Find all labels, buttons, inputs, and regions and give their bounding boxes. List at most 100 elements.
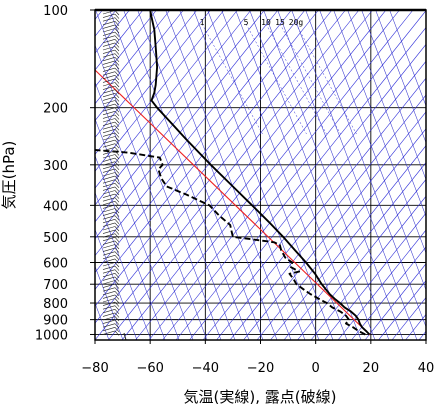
wind-barb — [102, 208, 116, 213]
wind-barb-feather — [114, 143, 120, 149]
dry-adiabat-line — [235, 10, 362, 340]
dry-adiabat-line — [319, 10, 426, 291]
wind-barb-feather — [114, 75, 120, 80]
dry-adiabat-line — [207, 10, 334, 340]
wind-barb — [102, 53, 116, 58]
wind-barb — [102, 143, 116, 148]
skewed-isotherm-line — [364, 263, 426, 340]
wind-barb-feather — [114, 132, 120, 138]
wind-barb-feather — [114, 247, 120, 253]
y-tick-label: 900 — [43, 314, 68, 329]
wind-barb — [102, 294, 116, 299]
dry-adiabat-line — [277, 10, 404, 340]
wind-barb — [102, 276, 116, 281]
wind-barb — [102, 114, 116, 119]
y-tick-label: 600 — [43, 256, 68, 271]
wind-barb-feather — [114, 28, 120, 34]
skewed-isotherm-line — [95, 10, 306, 273]
wind-barb — [102, 327, 116, 332]
wind-barb-feather — [114, 323, 120, 329]
wind-barb — [102, 237, 116, 242]
wind-barb — [102, 147, 116, 152]
wind-barbs — [102, 10, 127, 341]
wind-barb — [102, 193, 116, 198]
reference-line — [95, 69, 371, 336]
wind-barb — [102, 323, 116, 328]
wind-barb — [102, 183, 116, 188]
dry-adiabat-line — [333, 10, 426, 254]
mixing-ratio-label: 20g — [289, 18, 304, 27]
wind-barb-feather — [114, 136, 120, 142]
dry-adiabat-line — [95, 10, 222, 340]
skewed-isotherm-line — [95, 10, 198, 138]
wind-barb — [102, 96, 116, 101]
wind-barb-feather — [114, 229, 120, 235]
wind-barb-feather — [114, 172, 120, 178]
wind-barb — [102, 28, 116, 33]
wind-barb — [102, 251, 116, 256]
wind-barb-feather — [114, 301, 120, 307]
wind-barb-feather — [114, 107, 120, 113]
wind-barb-feather — [114, 17, 120, 23]
wind-barb — [102, 305, 116, 310]
wind-barb-feather — [114, 49, 120, 55]
wind-barb — [102, 67, 116, 72]
mixing-ratio-line — [245, 23, 307, 135]
x-tick-label: 0 — [312, 361, 320, 376]
skewed-isotherm-line — [95, 10, 211, 155]
skewed-isotherm-line — [378, 280, 426, 340]
grid-lines — [94, 9, 427, 340]
wind-barb — [102, 121, 116, 126]
skewed-isotherm-line — [297, 178, 426, 340]
wind-barb-feather — [114, 93, 120, 98]
wind-barb — [102, 139, 116, 144]
wind-barb-feather — [114, 309, 120, 314]
wind-barb-feather — [114, 240, 120, 246]
mixing-ratio-label: 10 — [261, 18, 271, 27]
wind-barb-feather — [114, 64, 120, 70]
wind-barb — [102, 240, 116, 245]
wind-barb-feather — [114, 111, 120, 116]
dry-adiabat-line — [347, 10, 426, 218]
wind-barb — [102, 42, 116, 47]
dry-adiabat-line — [123, 10, 250, 340]
wind-barb — [102, 60, 116, 65]
wind-barb — [102, 298, 116, 303]
wind-barb-feather — [114, 154, 120, 160]
wind-barb-feather — [114, 165, 120, 170]
skewed-isotherm-line — [95, 10, 265, 223]
wind-barb — [102, 312, 116, 317]
wind-barb-feather — [114, 60, 120, 66]
wind-barb — [102, 201, 116, 206]
wind-barb-feather — [114, 294, 120, 300]
wind-barb — [102, 186, 116, 191]
wind-barb-feather — [114, 233, 120, 239]
wind-barb — [102, 291, 116, 296]
wind-barb-feather — [114, 121, 120, 127]
wind-barb — [102, 93, 116, 98]
wind-barb — [102, 13, 116, 18]
wind-barb — [102, 222, 116, 227]
mixing-ratio-lines — [201, 23, 357, 135]
dry-adiabat-line — [95, 265, 124, 340]
skewed-isotherm-line — [95, 10, 225, 172]
skewed-isotherm-line — [202, 60, 426, 340]
wind-barb — [102, 103, 116, 108]
x-tick-label: 20 — [363, 361, 380, 376]
skewed-isotherm-line — [270, 145, 426, 340]
skewed-isotherm-line — [351, 246, 426, 340]
wind-barb-feather — [114, 287, 120, 293]
wind-barb-feather — [114, 71, 120, 77]
wind-barb — [102, 125, 116, 130]
wind-barb — [102, 21, 116, 26]
wind-barb — [102, 100, 116, 105]
temperature-line — [149, 10, 371, 336]
wind-barb-feather — [114, 85, 120, 91]
dry-adiabat-line — [95, 44, 208, 340]
wind-barb-feather — [114, 262, 120, 268]
wind-barb — [102, 233, 116, 238]
mixing-ratio-line — [279, 23, 341, 135]
wind-barb — [102, 129, 116, 134]
wind-barb-feather — [114, 103, 120, 109]
wind-barb — [102, 319, 116, 324]
